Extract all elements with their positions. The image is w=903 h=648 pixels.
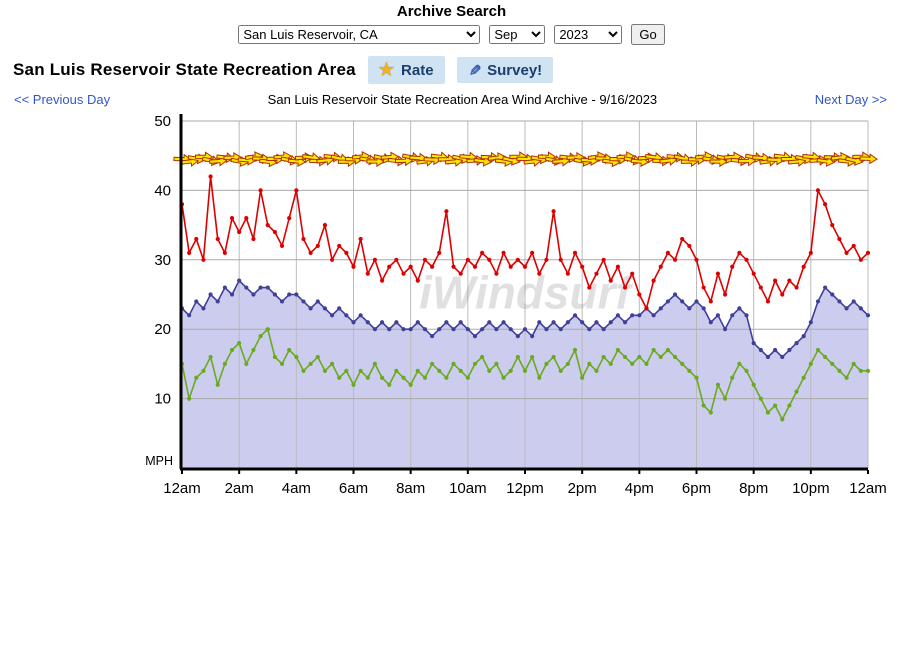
svg-text:8pm: 8pm (739, 480, 768, 497)
svg-text:4pm: 4pm (625, 480, 654, 497)
survey-button-label: Survey! (487, 61, 543, 79)
svg-text:30: 30 (154, 252, 171, 269)
svg-text:12am: 12am (163, 480, 201, 497)
y-axis-unit-label: MPH (145, 454, 173, 468)
wind-chart-svg: iWindsurf 10 20 30 40 50 MPH 12am 2am 4am 6am 8am 10… (145, 113, 887, 497)
svg-text:2pm: 2pm (568, 480, 597, 497)
rate-button[interactable]: ★ Rate (367, 56, 445, 84)
archive-search-form: San Luis Reservoir, CA Sep 2023 Go (0, 24, 903, 45)
year-select[interactable]: 2023 (554, 25, 623, 44)
svg-text:10: 10 (154, 391, 171, 408)
station-title-row: San Luis Reservoir State Recreation Area… (13, 56, 903, 84)
gridlines (182, 120, 869, 468)
svg-text:10am: 10am (449, 480, 487, 497)
wind-lull-line (179, 327, 871, 422)
station-select[interactable]: San Luis Reservoir, CA (238, 25, 481, 44)
rate-button-label: Rate (401, 61, 434, 79)
page-title: San Luis Reservoir State Recreation Area (13, 60, 356, 79)
svg-text:12pm: 12pm (506, 480, 544, 497)
survey-pencil-icon: ✎ (464, 63, 482, 77)
svg-text:20: 20 (154, 321, 171, 338)
svg-text:40: 40 (154, 182, 171, 199)
svg-text:4am: 4am (282, 480, 311, 497)
wind-direction-arrows (173, 151, 878, 168)
archive-search-title: Archive Search (396, 3, 507, 20)
wind-average-line (179, 278, 871, 360)
survey-button[interactable]: ✎ Survey! (456, 57, 554, 83)
svg-text:8am: 8am (396, 480, 425, 497)
svg-text:2am: 2am (225, 480, 254, 497)
previous-day-link[interactable]: << Previous Day (14, 92, 111, 107)
month-select[interactable]: Sep (489, 25, 546, 44)
svg-text:12am: 12am (849, 480, 887, 497)
chart-title: San Luis Reservoir State Recreation Area… (267, 92, 658, 107)
star-icon: ★ (378, 60, 395, 79)
go-button[interactable]: Go (631, 24, 665, 45)
svg-text:50: 50 (154, 113, 171, 130)
svg-text:10pm: 10pm (792, 480, 830, 497)
wind-gust-line (179, 174, 871, 311)
svg-text:6am: 6am (339, 480, 368, 497)
watermark: iWindsurf (419, 267, 635, 319)
next-day-link[interactable]: Next Day >> (814, 92, 887, 107)
wind-archive-chart: iWindsurf 10 20 30 40 50 MPH 12am 2am 4am 6am 8am 10… (0, 109, 903, 518)
day-navigation-row: << Previous Day San Luis Reservoir State… (14, 92, 887, 107)
svg-text:6pm: 6pm (682, 480, 711, 497)
y-axis-labels: 10 20 30 40 50 (154, 113, 171, 408)
x-axis-labels: 12am 2am 4am 6am 8am 10am 12pm 2pm 4pm 6pm 8pm 10pm… (163, 470, 887, 497)
